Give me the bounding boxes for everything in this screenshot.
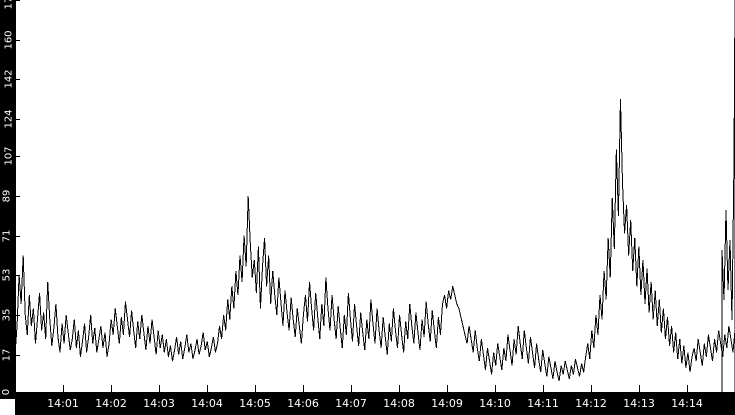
x-tick-mark: [351, 385, 352, 393]
y-tick-label: 53: [0, 268, 15, 283]
x-tick-mark: [63, 385, 64, 393]
series-path: [15, 99, 735, 382]
x-tick-mark: [255, 385, 256, 393]
y-tick-mark: [15, 0, 20, 1]
x-tick-mark: [159, 385, 160, 393]
x-tick-mark: [543, 385, 544, 393]
y-tick-mark: [15, 275, 20, 276]
x-tick-mark: [639, 385, 640, 393]
x-tick-mark: [687, 385, 688, 393]
y-tick-mark: [15, 236, 20, 237]
plot-area: [15, 0, 735, 393]
x-tick-label: 14:13: [623, 397, 655, 410]
y-tick-mark: [15, 156, 20, 157]
x-tick-label: 14:05: [239, 397, 271, 410]
y-tick-label: 178: [0, 0, 15, 10]
x-tick-mark: [447, 385, 448, 393]
y-axis-label-strip: 178 160 142 124 107 89 71 53 35 17 0: [0, 0, 15, 399]
y-tick-mark: [15, 315, 20, 316]
x-tick-label: 14:10: [479, 397, 511, 410]
x-tick-mark: [111, 385, 112, 393]
x-tick-label: 14:01: [47, 397, 79, 410]
x-tick-label: 14:02: [95, 397, 127, 410]
y-tick-label: 142: [0, 70, 15, 89]
y-tick-label: 160: [0, 30, 15, 49]
x-tick-label: 14:11: [527, 397, 559, 410]
x-tick-label: 14:08: [383, 397, 415, 410]
y-tick-label: 17: [0, 347, 15, 362]
x-tick-label: 14:12: [575, 397, 607, 410]
x-tick-mark: [399, 385, 400, 393]
x-tick-label: 14:14: [671, 397, 703, 410]
y-tick-mark: [15, 119, 20, 120]
y-tick-mark: [15, 392, 20, 393]
x-tick-mark: [207, 385, 208, 393]
y-tick-mark: [15, 196, 20, 197]
x-tick-mark: [591, 385, 592, 393]
y-tick-label: 35: [0, 307, 15, 322]
x-tick-mark: [495, 385, 496, 393]
y-tick-mark: [15, 40, 20, 41]
x-tick-label: 14:03: [143, 397, 175, 410]
x-tick-label: 14:07: [335, 397, 367, 410]
y-tick-mark: [15, 79, 20, 80]
y-tick-label: 71: [0, 228, 15, 243]
x-tick-label: 14:06: [287, 397, 319, 410]
y-tick-label: 89: [0, 189, 15, 203]
x-tick-mark: [303, 385, 304, 393]
y-tick-label: 107: [0, 147, 15, 166]
y-tick-mark: [15, 355, 20, 356]
y-tick-label: 0: [0, 385, 15, 399]
x-axis-label-strip: 14:01 14:02 14:03 14:04 14:05 14:06 14:07 14:08…: [15, 393, 735, 415]
x-tick-label: 14:04: [191, 397, 223, 410]
x-tick-label: 14:09: [431, 397, 463, 410]
y-tick-label: 124: [0, 109, 15, 128]
x-axis-line: [15, 392, 735, 393]
timeseries-line: [15, 0, 735, 393]
